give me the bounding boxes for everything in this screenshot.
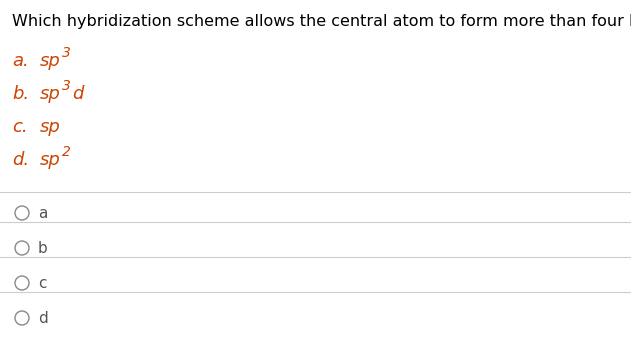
Text: b: b — [38, 241, 48, 256]
Text: Which hybridization scheme allows the central atom to form more than four bonds?: Which hybridization scheme allows the ce… — [12, 14, 631, 29]
Text: a.: a. — [12, 52, 29, 70]
Text: d: d — [38, 311, 48, 326]
Text: 2: 2 — [62, 145, 71, 159]
Text: sp: sp — [40, 151, 61, 169]
Text: 3: 3 — [62, 46, 71, 60]
Text: d.: d. — [12, 151, 29, 169]
Text: 3: 3 — [62, 79, 71, 93]
Text: b.: b. — [12, 85, 29, 103]
Text: c: c — [38, 276, 47, 291]
Text: sp: sp — [40, 85, 61, 103]
Text: c.: c. — [12, 118, 28, 136]
Text: sp: sp — [40, 52, 61, 70]
Text: d: d — [72, 85, 83, 103]
Text: sp: sp — [40, 118, 61, 136]
Text: a: a — [38, 206, 47, 221]
